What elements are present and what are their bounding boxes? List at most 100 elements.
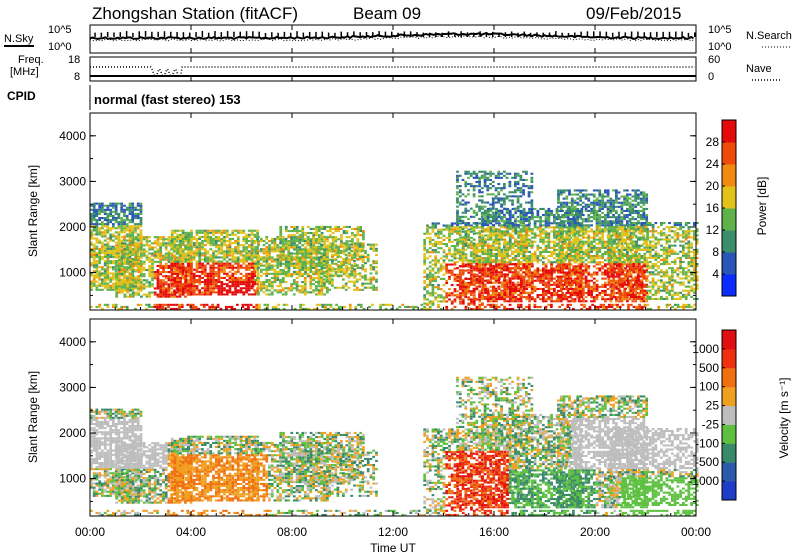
range-gate-cell: [159, 259, 162, 261]
range-gate-cell: [470, 173, 473, 175]
range-gate-cell: [490, 255, 493, 257]
range-gate-cell: [193, 238, 196, 240]
range-gate-cell: [190, 271, 193, 273]
range-gate-cell: [242, 230, 245, 232]
range-gate-cell: [329, 228, 332, 230]
range-gate-cell: [223, 287, 226, 289]
range-gate-cell: [503, 202, 506, 204]
range-gate-cell: [459, 288, 462, 290]
range-gate-cell: [456, 261, 459, 263]
range-gate-cell: [473, 177, 476, 179]
range-gate-cell: [257, 240, 260, 242]
range-gate-cell: [506, 230, 509, 232]
range-gate-cell: [375, 279, 378, 281]
range-gate-cell: [140, 225, 143, 227]
range-gate-cell: [506, 210, 509, 212]
range-gate-cell: [509, 216, 512, 218]
range-gate-cell: [459, 300, 462, 302]
range-gate-cell: [470, 255, 473, 257]
range-gate-cell: [240, 291, 243, 293]
range-gate-cell: [93, 260, 96, 262]
range-gate-cell: [490, 253, 493, 255]
range-gate-cell: [495, 236, 498, 238]
range-gate-cell: [487, 292, 490, 294]
range-gate-cell: [120, 231, 123, 233]
range-gate-cell: [467, 218, 470, 220]
range-gate-cell: [248, 256, 251, 258]
range-gate-cell: [104, 217, 107, 219]
range-gate-cell: [146, 269, 149, 271]
range-gate-cell: [484, 216, 487, 218]
range-gate-cell: [135, 253, 138, 255]
range-gate-cell: [356, 258, 359, 260]
range-gate-cell: [512, 228, 515, 230]
range-gate-cell: [212, 242, 215, 244]
range-gate-cell: [234, 287, 237, 289]
range-gate-cell: [487, 249, 490, 251]
range-gate-cell: [528, 185, 531, 187]
range-gate-cell: [176, 248, 179, 250]
range-gate-cell: [279, 230, 282, 232]
range-gate-cell: [190, 238, 193, 240]
range-gate-cell: [528, 298, 531, 300]
range-gate-cell: [93, 258, 96, 260]
range-gate-cell: [209, 273, 212, 275]
range-gate-cell: [285, 271, 288, 273]
range-gate-cell: [290, 246, 293, 248]
range-gate-cell: [320, 246, 323, 248]
range-gate-cell: [296, 228, 299, 230]
range-gate-cell: [492, 292, 495, 294]
range-gate-cell: [445, 243, 448, 245]
range-gate-cell: [467, 284, 470, 286]
range-gate-cell: [251, 230, 254, 232]
range-gate-cell: [257, 263, 260, 265]
range-gate-cell: [506, 257, 509, 259]
range-gate-cell: [231, 293, 234, 295]
range-gate-cell: [437, 247, 440, 249]
range-gate-cell: [486, 202, 489, 204]
range-gate-cell: [257, 259, 260, 261]
range-gate-cell: [459, 294, 462, 296]
range-gate-cell: [323, 287, 326, 289]
range-gate-cell: [196, 281, 199, 283]
range-gate-cell: [157, 287, 160, 289]
range-gate-cell: [118, 248, 121, 250]
range-gate-cell: [459, 234, 462, 236]
range-gate-cell: [93, 270, 96, 272]
range-gate-cell: [310, 251, 313, 253]
range-gate-cell: [245, 269, 248, 271]
range-gate-cell: [131, 221, 134, 223]
range-gate-cell: [260, 248, 263, 250]
range-gate-cell: [481, 284, 484, 286]
range-gate-cell: [525, 282, 528, 284]
range-gate-cell: [265, 281, 268, 283]
range-gate-cell: [265, 242, 268, 244]
range-gate-cell: [140, 217, 143, 219]
range-gate-cell: [429, 237, 432, 239]
range-gate-cell: [215, 287, 218, 289]
range-gate-cell: [296, 271, 299, 273]
range-gate-cell: [193, 236, 196, 238]
range-gate-cell: [282, 251, 285, 253]
range-gate-cell: [168, 238, 171, 240]
range-gate-cell: [104, 287, 107, 289]
range-gate-cell: [185, 283, 188, 285]
range-gate-cell: [487, 267, 490, 269]
range-gate-cell: [426, 233, 429, 235]
range-gate-cell: [459, 279, 462, 281]
range-gate-cell: [440, 268, 443, 270]
range-gate-cell: [140, 281, 143, 283]
range-gate-cell: [196, 252, 199, 254]
range-gate-cell: [174, 248, 177, 250]
range-gate-cell: [143, 279, 146, 281]
range-gate-cell: [248, 281, 251, 283]
range-gate-cell: [476, 245, 479, 247]
range-gate-cell: [263, 240, 266, 242]
range-gate-cell: [165, 255, 168, 257]
range-gate-cell: [93, 203, 96, 205]
range-gate-cell: [514, 269, 517, 271]
range-gate-cell: [522, 183, 525, 185]
range-gate-cell: [126, 223, 129, 225]
range-gate-cell: [126, 207, 129, 209]
range-gate-cell: [162, 244, 165, 246]
